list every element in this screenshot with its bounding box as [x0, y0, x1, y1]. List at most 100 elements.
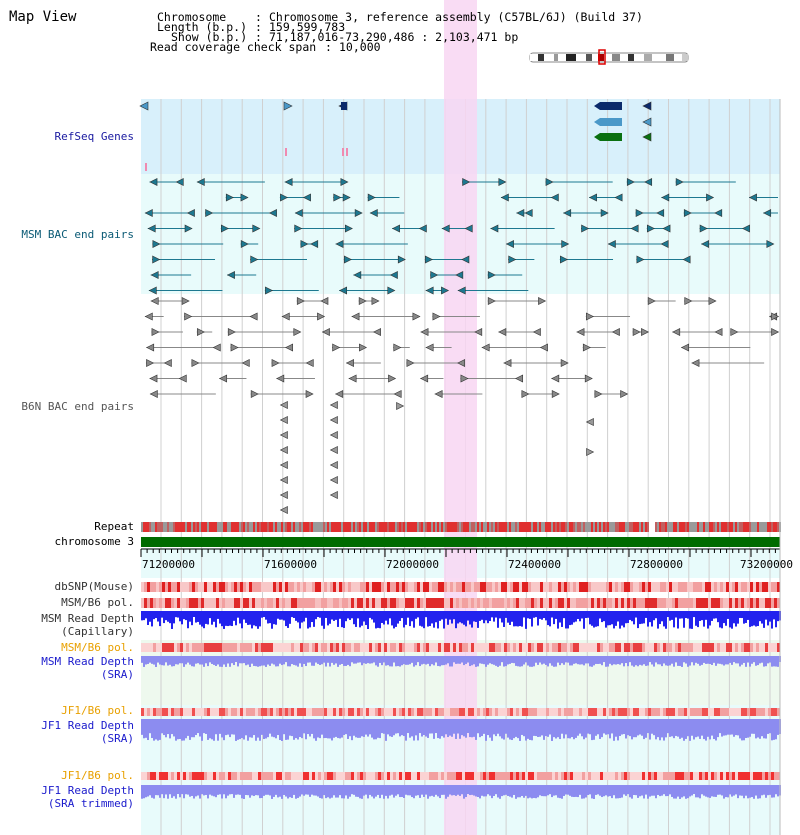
- track-label-repeat[interactable]: Repeat: [94, 520, 134, 533]
- repeat-segment: [161, 522, 163, 532]
- read-depth-bar: [437, 656, 439, 667]
- polymorphism-cell: [588, 582, 591, 592]
- repeat-segment: [715, 522, 717, 532]
- polymorphism-cell: [471, 772, 474, 780]
- read-depth-bar: [503, 656, 505, 667]
- read-depth-bar: [723, 611, 725, 624]
- read-depth-bar: [453, 611, 455, 620]
- polymorphism-cell: [399, 582, 402, 592]
- polymorphism-cell: [576, 598, 579, 608]
- polymorphism-cell: [246, 643, 249, 652]
- track-label-b6n-bac[interactable]: B6N BAC end pairs: [21, 400, 134, 413]
- read-depth-bar: [365, 785, 367, 795]
- track-label-jf1-b6-pol-2[interactable]: JF1/B6 pol.: [61, 769, 134, 782]
- polymorphism-cell: [345, 772, 348, 780]
- read-depth-bar: [465, 719, 467, 738]
- track-label-jf1-depth-trim[interactable]: JF1 Read Depth: [41, 784, 134, 797]
- repeat-segment: [309, 522, 311, 532]
- read-depth-bar: [145, 656, 147, 665]
- polymorphism-cell: [204, 643, 207, 652]
- polymorphism-cell: [270, 772, 273, 780]
- read-depth-bar: [455, 785, 457, 796]
- bac-end-marker: [614, 193, 623, 202]
- track-label-dbsnp[interactable]: dbSNP(Mouse): [54, 580, 134, 593]
- read-depth-bar: [463, 719, 465, 737]
- repeat-segment: [697, 522, 699, 532]
- bac-end-marker: [672, 328, 681, 336]
- repeat-segment: [471, 522, 473, 532]
- read-depth-bar: [413, 611, 415, 628]
- read-depth-bar: [405, 719, 407, 741]
- polymorphism-cell: [498, 643, 501, 652]
- read-depth-bar: [185, 785, 187, 795]
- polymorphism-cell: [363, 643, 366, 652]
- polymorphism-cell: [423, 643, 426, 652]
- polymorphism-cell: [702, 643, 705, 652]
- bac-end-marker: [584, 374, 593, 383]
- polymorphism-cell: [483, 582, 486, 592]
- polymorphism-cell: [732, 643, 735, 652]
- polymorphism-cell: [738, 598, 741, 608]
- ideogram-band: [628, 54, 634, 61]
- read-depth-bar: [455, 656, 457, 664]
- read-depth-bar: [591, 611, 593, 626]
- polymorphism-cell: [348, 582, 351, 592]
- read-depth-bar: [251, 785, 253, 796]
- polymorphism-cell: [660, 643, 663, 652]
- polymorphism-cell: [537, 772, 540, 780]
- read-depth-bar: [177, 611, 179, 618]
- repeat-segment: [259, 522, 261, 532]
- read-depth-bar: [283, 785, 285, 795]
- repeat-segment: [445, 522, 447, 532]
- polymorphism-cell: [474, 772, 477, 780]
- read-depth-bar: [315, 611, 317, 620]
- read-depth-bar: [681, 785, 683, 798]
- polymorphism-cell: [207, 772, 210, 780]
- track-label-msm-b6-pol-1[interactable]: MSM/B6 pol.: [61, 596, 134, 609]
- repeat-segment: [199, 522, 201, 532]
- read-depth-bar: [567, 785, 569, 795]
- polymorphism-cell: [309, 708, 312, 716]
- read-depth-bar: [157, 656, 159, 663]
- polymorphism-cell: [744, 598, 747, 608]
- repeat-segment: [293, 522, 295, 532]
- read-depth-bar: [647, 785, 649, 799]
- chromosome-label: Chromosome: [157, 10, 227, 24]
- polymorphism-cell: [351, 708, 354, 716]
- polymorphism-cell: [207, 708, 210, 716]
- polymorphism-cell: [540, 643, 543, 652]
- polymorphism-cell: [642, 772, 645, 780]
- read-depth-bar: [267, 656, 269, 665]
- track-label-msm-bac[interactable]: MSM BAC end pairs: [21, 228, 134, 241]
- polymorphism-cell: [297, 772, 300, 780]
- track-label-msm-b6-pol-2[interactable]: MSM/B6 pol.: [61, 641, 134, 654]
- read-depth-bar: [521, 656, 523, 667]
- polymorphism-cell: [693, 772, 696, 780]
- read-depth-bar: [721, 656, 723, 665]
- read-depth-bar: [761, 611, 763, 624]
- read-depth-bar: [547, 719, 549, 737]
- repeat-segment: [709, 522, 711, 532]
- read-depth-bar: [729, 719, 731, 735]
- track-label-jf1-depth-sra[interactable]: JF1 Read Depth: [41, 719, 134, 732]
- read-depth-bar: [421, 611, 423, 627]
- read-depth-bar: [557, 611, 559, 629]
- track-label-refseq[interactable]: RefSeq Genes: [54, 130, 134, 143]
- polymorphism-cell: [258, 708, 261, 716]
- polymorphism-cell: [765, 582, 768, 592]
- read-depth-bar: [671, 785, 673, 797]
- track-label-msm-depth-cap[interactable]: MSM Read Depth: [41, 612, 134, 625]
- polymorphism-cell: [597, 582, 600, 592]
- polymorphism-cell: [294, 582, 297, 592]
- polymorphism-cell: [708, 643, 711, 652]
- polymorphism-cell: [528, 582, 531, 592]
- bac-end-marker: [498, 178, 507, 186]
- read-depth-bar: [489, 656, 491, 664]
- track-label-msm-depth-sra[interactable]: MSM Read Depth: [41, 655, 134, 668]
- read-depth-bar: [625, 656, 627, 664]
- read-depth-bar: [605, 656, 607, 667]
- track-label-jf1-b6-pol-1[interactable]: JF1/B6 pol.: [61, 704, 134, 717]
- polymorphism-cell: [750, 643, 753, 652]
- read-depth-bar: [561, 611, 563, 627]
